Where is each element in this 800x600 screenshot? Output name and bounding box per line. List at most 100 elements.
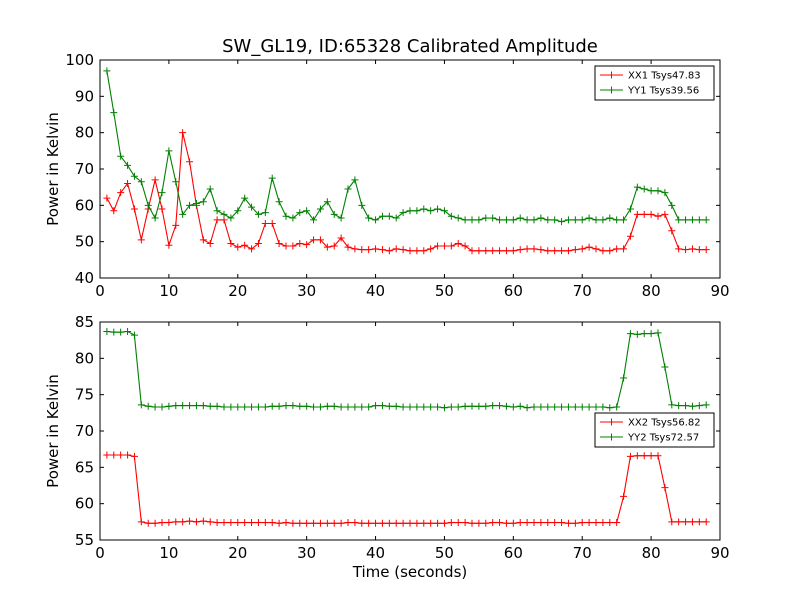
data-point [688,216,696,224]
data-point [206,239,214,247]
data-point [323,402,331,410]
legend: XX2 Tsys56.82 YY2 Tsys72.57 [594,412,715,448]
data-point [537,403,545,411]
data-point [186,158,194,166]
data-point [447,403,455,411]
data-point [234,403,242,411]
chart-panel-1: 0 10 20 30 40 50 60 70 80 90 40 50 60 70 80 90 100 Power … [44,51,730,300]
data-point [440,404,448,412]
data-point [626,452,634,460]
data-point [365,403,373,411]
data-point [303,519,311,527]
x-tick-label: 60 [504,544,523,562]
data-point [165,402,173,410]
data-point [688,518,696,526]
data-point [537,214,545,222]
data-point [640,210,648,218]
y-tick-label: 80 [75,124,94,142]
data-point [461,216,469,224]
data-point [289,214,297,222]
data-point [585,519,593,527]
x-tick-label: 20 [228,544,247,562]
legend-entry: YY2 Tsys72.57 [600,433,699,444]
data-point [282,242,290,250]
data-point [337,403,345,411]
data-point [296,239,304,247]
series-line [106,70,707,223]
data-point [378,402,386,410]
data-point [523,216,531,224]
data-point [124,451,132,459]
data-point [633,452,641,460]
data-point [392,214,400,222]
legend-box [594,412,715,448]
data-point [620,492,628,500]
data-point [213,519,221,527]
data-point [254,519,262,527]
data-point [268,402,276,410]
data-point [337,519,345,527]
data-point [633,330,641,338]
y-tick-label: 65 [75,458,94,476]
data-point [165,519,173,527]
data-point [399,246,407,254]
data-point [206,185,214,193]
data-point [117,328,125,336]
data-point [289,242,297,250]
data-point [268,220,276,227]
data-point [261,403,269,411]
data-point [137,236,145,244]
data-point [392,519,400,527]
data-point [530,519,538,527]
data-point [406,403,414,411]
x-tick-label: 50 [435,544,454,562]
data-point [688,402,696,410]
data-point [599,403,607,411]
data-point [261,209,269,217]
data-point [551,403,559,411]
data-point [420,205,428,213]
data-point [330,519,338,527]
data-point [647,452,655,460]
y-tick-label: 100 [65,51,94,69]
data-point [599,247,607,255]
data-point [468,402,476,410]
legend-label: XX1 Tsys47.83 [628,71,701,82]
data-point [179,518,187,526]
data-point [544,519,552,527]
data-point [654,329,662,337]
data-point [172,518,180,526]
data-point [647,187,655,195]
data-point [372,245,380,253]
data-point [186,402,194,410]
data-point [268,519,276,527]
data-point [399,403,407,411]
data-point [585,214,593,222]
data-point [151,214,159,222]
data-point [330,402,338,410]
data-point [695,402,703,410]
data-point [103,327,111,335]
data-point [213,207,221,215]
data-point [282,519,290,527]
data-point [365,214,373,222]
series-1 [103,129,710,255]
data-point [523,519,531,527]
data-point [275,198,283,206]
data-point [564,403,572,411]
data-point [496,216,504,224]
data-point [248,245,256,253]
data-point [537,246,545,254]
legend-marker [608,86,615,94]
data-point [179,129,187,137]
data-point [454,403,462,411]
data-point [440,519,448,527]
legend: XX1 Tsys47.83 YY1 Tsys39.56 [594,65,715,101]
data-point [571,246,579,254]
data-point [640,185,648,193]
data-point [365,246,373,254]
data-point [564,216,572,224]
data-point [296,519,304,527]
data-point [551,519,559,527]
data-point [668,518,676,526]
